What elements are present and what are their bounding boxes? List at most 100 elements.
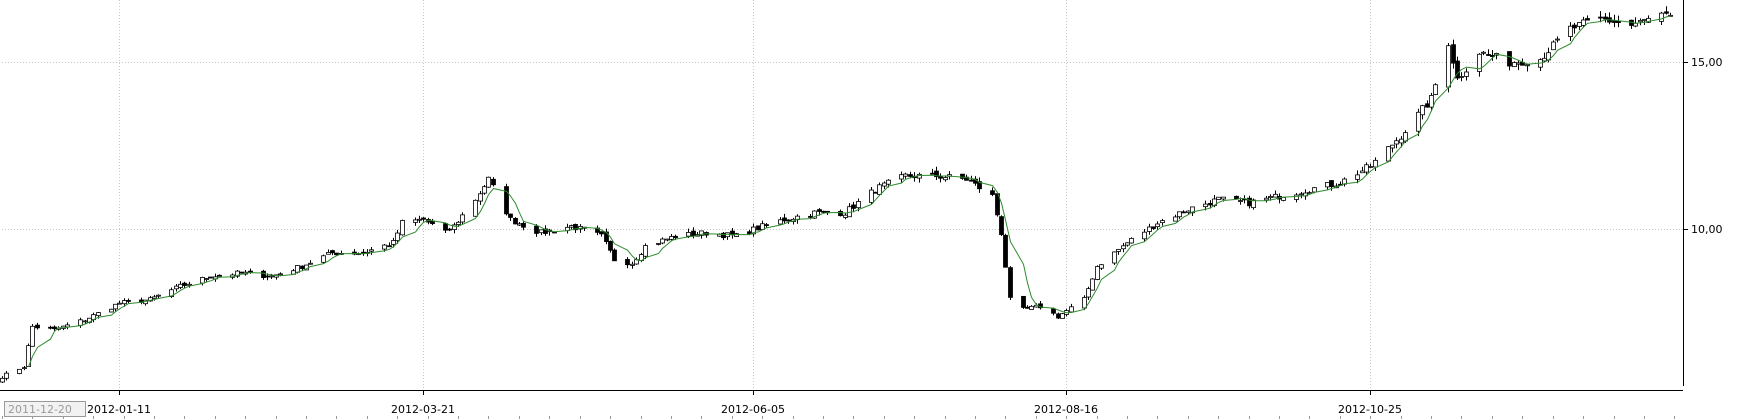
candle-up: [1577, 22, 1582, 27]
candle-up: [1281, 197, 1286, 201]
candle-up: [1542, 57, 1547, 62]
candle-up: [1177, 211, 1182, 218]
candle-up: [295, 265, 300, 273]
candle-down: [969, 179, 974, 182]
candle-up: [1129, 238, 1134, 244]
candle-up: [1264, 197, 1269, 201]
candle-up: [1273, 193, 1278, 198]
candle-up: [882, 182, 887, 187]
candle-up: [1416, 111, 1421, 132]
candle-up: [1429, 95, 1434, 108]
candle-down: [513, 217, 518, 225]
candle-up: [200, 277, 205, 284]
candle-down: [930, 172, 935, 175]
candle-up: [1481, 51, 1486, 54]
candle-down: [673, 235, 678, 239]
candle-down: [1003, 234, 1008, 268]
candle-up: [78, 319, 83, 326]
candle-up: [1238, 200, 1243, 202]
candle-down: [126, 300, 131, 302]
candle-up: [278, 273, 283, 276]
candle-up: [1446, 45, 1451, 88]
candle-down: [1572, 24, 1577, 29]
candle-down: [1603, 16, 1608, 20]
candle-up: [456, 221, 461, 225]
candle-up: [1116, 248, 1121, 252]
candle-down: [838, 210, 843, 217]
candle-up: [486, 176, 491, 188]
candle-down: [612, 249, 617, 262]
candle-up: [812, 210, 817, 219]
x-axis-labels: 2012-01-11 2012-03-21 2012-06-05 2012-08-16…: [2, 390, 1675, 419]
candle-down: [1612, 20, 1617, 23]
candle-up: [1633, 22, 1638, 27]
candle-up: [1464, 71, 1469, 77]
candle-up: [122, 300, 127, 305]
candle-up: [1112, 251, 1117, 264]
candle-up: [886, 179, 891, 185]
candle-up: [686, 232, 691, 237]
candle-up: [869, 189, 874, 203]
candle-up: [1029, 305, 1034, 310]
candle-up: [0, 377, 5, 383]
candle-up: [643, 245, 648, 257]
candle-up: [308, 262, 313, 265]
candle-up: [1190, 206, 1195, 214]
candle-up: [699, 230, 704, 236]
candle-up: [1173, 216, 1178, 222]
candle-up: [1095, 266, 1100, 280]
y-axis-labels: 10,00 15,00: [1683, 56, 1723, 236]
candle-up: [148, 297, 153, 302]
candle-down: [977, 181, 982, 190]
candle-up: [1646, 17, 1651, 23]
candle-up: [1099, 264, 1104, 269]
candle-down: [1151, 226, 1156, 229]
candle-down: [691, 230, 696, 237]
candle-up: [96, 312, 101, 317]
candle-up: [187, 283, 192, 286]
candle-down: [52, 326, 57, 330]
candle-down: [990, 190, 995, 195]
candle-up: [1512, 62, 1517, 68]
candle-up: [903, 173, 908, 177]
candle-up: [369, 249, 374, 252]
candle-up: [269, 275, 274, 278]
candle-down: [504, 186, 509, 215]
candle-down: [508, 213, 513, 218]
candle-up: [1638, 19, 1643, 23]
candle-down: [239, 271, 244, 274]
x-tick-label: 2012-10-25: [1338, 403, 1402, 416]
candle-up: [1251, 199, 1256, 209]
candle-up: [321, 255, 326, 263]
candle-up: [569, 225, 574, 228]
candle-up: [1355, 174, 1360, 180]
candle-up: [22, 367, 27, 370]
candle-up: [1368, 166, 1373, 168]
candle-up: [113, 303, 118, 310]
candle-up: [1294, 194, 1299, 200]
candle-down: [1507, 51, 1512, 67]
candle-down: [491, 178, 496, 186]
candle-up: [660, 238, 665, 244]
candle-up: [943, 177, 948, 181]
x-tick-label: 2012-03-21: [391, 403, 455, 416]
candle-down: [999, 216, 1004, 235]
candle-up: [843, 214, 848, 218]
candle-up: [1477, 53, 1482, 72]
candle-up: [1216, 196, 1221, 200]
candle-up: [1394, 140, 1399, 145]
candle-up: [1299, 193, 1304, 196]
candle-up: [235, 270, 240, 277]
candle-up: [460, 214, 465, 223]
candle-up: [83, 320, 88, 323]
axes: [0, 0, 1684, 391]
candle-down: [334, 252, 339, 256]
candle-up: [877, 184, 882, 195]
candle-up: [1221, 196, 1226, 200]
candle-up: [1399, 138, 1404, 144]
candle-down: [1234, 195, 1239, 199]
y-tick-label: 10,00: [1691, 223, 1723, 236]
candle-up: [382, 244, 387, 250]
candle-down: [964, 176, 969, 181]
